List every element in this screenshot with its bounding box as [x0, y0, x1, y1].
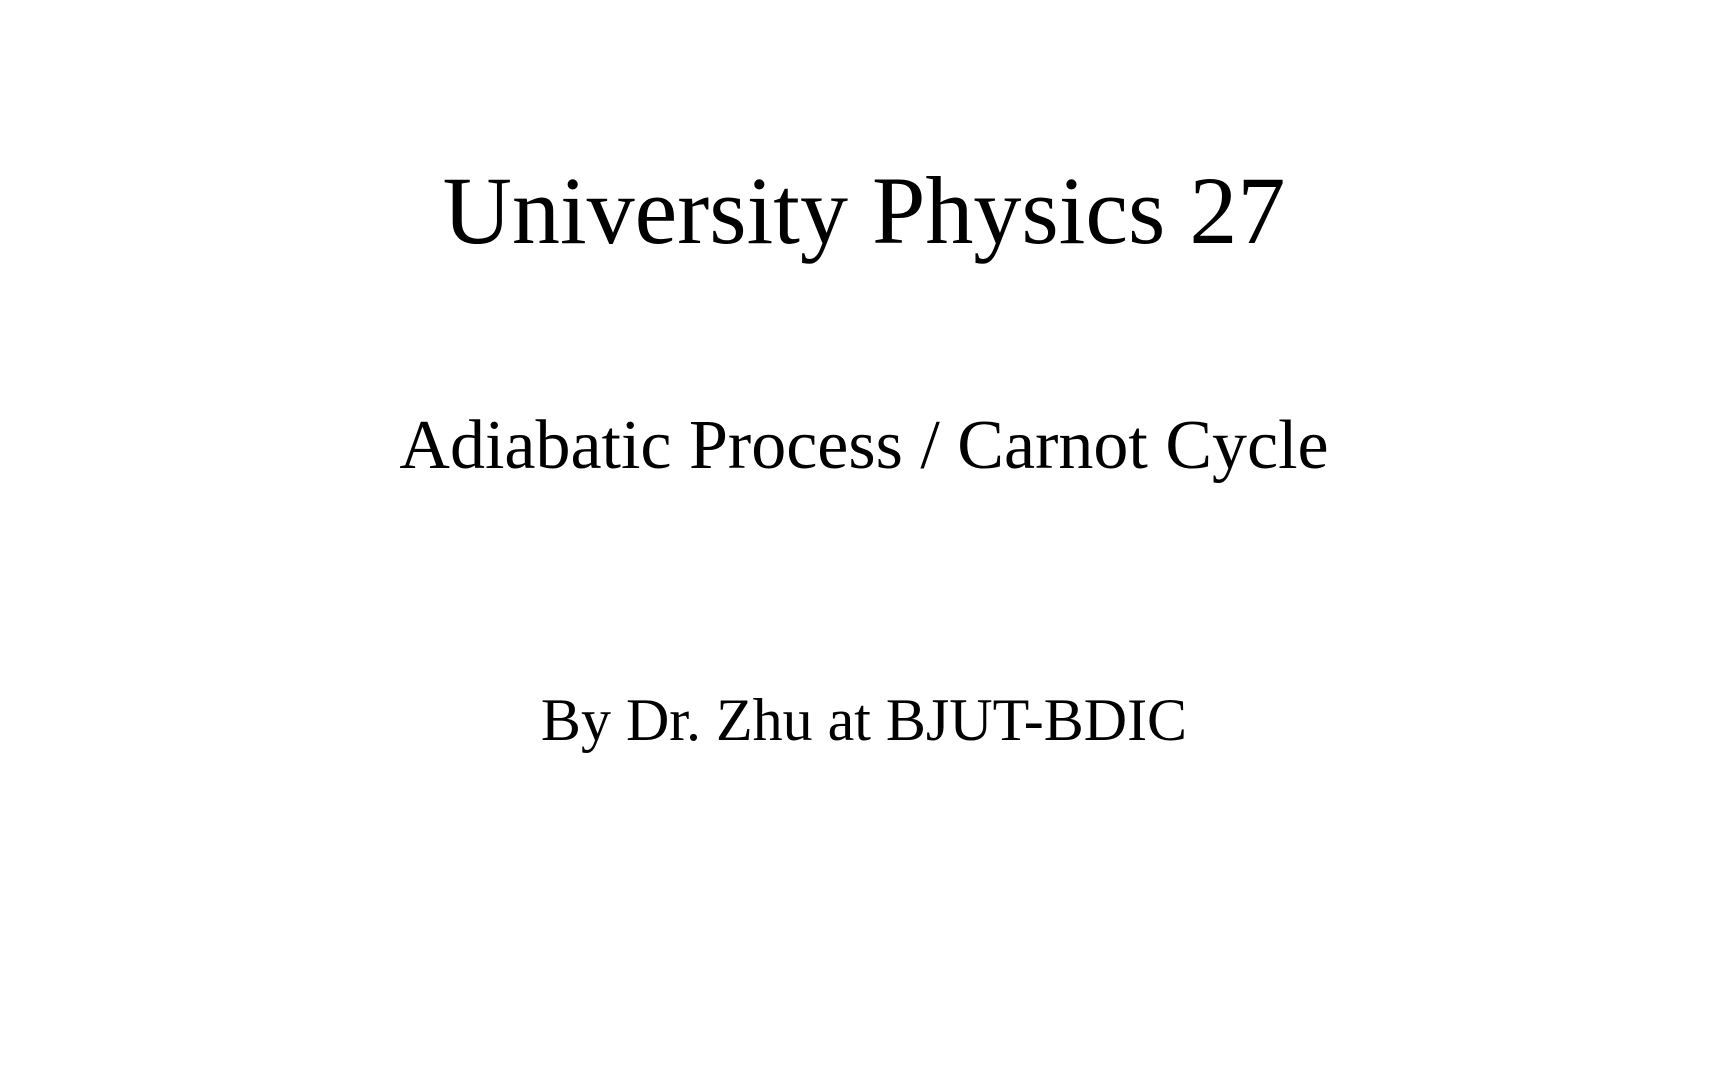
slide-author: By Dr. Zhu at BJUT-BDIC — [541, 686, 1187, 755]
slide-title: University Physics 27 — [443, 155, 1286, 266]
slide-subtitle: Adiabatic Process / Carnot Cycle — [399, 406, 1328, 486]
